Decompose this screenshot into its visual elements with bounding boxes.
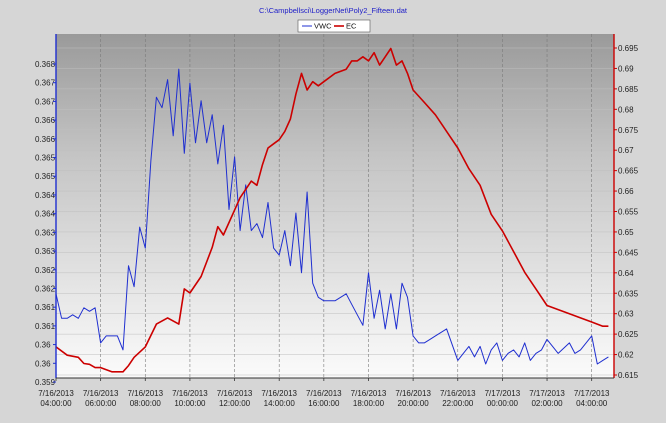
- x-tick-label-date: 7/16/2013: [306, 389, 342, 398]
- y-right-tick-label: 0.655: [618, 208, 639, 217]
- x-tick-label-date: 7/17/2013: [529, 389, 565, 398]
- x-tick-label-time: 18:00:00: [353, 399, 385, 408]
- x-tick-label-time: 20:00:00: [398, 399, 430, 408]
- plot-background: [56, 34, 614, 378]
- chart-title: C:\Campbellsci\LoggerNet\Poly2_Fifteen.d…: [259, 6, 408, 15]
- y-right-tick-label: 0.635: [618, 289, 639, 298]
- y-left-ticks: 0.368 0.367 0.367 0.366 0.366 0.365 0.365 0.364…: [35, 60, 56, 387]
- x-tick-label-date: 7/16/2013: [395, 389, 431, 398]
- y-left-tick-label: 0.362: [35, 266, 56, 275]
- x-tick-label-date: 7/16/2013: [217, 389, 253, 398]
- x-tick-label-time: 10:00:00: [174, 399, 206, 408]
- y-right-tick-label: 0.65: [618, 228, 634, 237]
- y-left-tick-label: 0.367: [35, 97, 56, 106]
- series-line-ec: [55, 47, 609, 373]
- series: [55, 47, 609, 373]
- y-right-tick-label: 0.62: [618, 351, 634, 360]
- x-tick-label-time: 06:00:00: [85, 399, 117, 408]
- y-right-tick-label: 0.625: [618, 330, 639, 339]
- x-tick-label-time: 12:00:00: [219, 399, 251, 408]
- y-right-tick-label: 0.68: [618, 105, 634, 114]
- y-left-tick-label: 0.36: [35, 359, 51, 368]
- y-left-tick-label: 0.359: [35, 378, 56, 387]
- y-left-tick-label: 0.368: [35, 60, 56, 69]
- y-right-tick-label: 0.67: [618, 146, 634, 155]
- x-tick-label-date: 7/16/2013: [261, 389, 297, 398]
- x-tick-label-time: 04:00:00: [576, 399, 608, 408]
- x-tick-label-time: 02:00:00: [531, 399, 563, 408]
- y-left-tick-label: 0.36: [35, 341, 51, 350]
- x-tick-label-date: 7/16/2013: [38, 389, 74, 398]
- x-tick-label-date: 7/16/2013: [172, 389, 208, 398]
- x-tick-label-date: 7/17/2013: [485, 389, 521, 398]
- y-right-tick-label: 0.645: [618, 248, 639, 257]
- x-tick-label-date: 7/16/2013: [351, 389, 387, 398]
- y-left-tick-label: 0.363: [35, 228, 56, 237]
- x-tick-label-date: 7/16/2013: [83, 389, 119, 398]
- y-right-tick-label: 0.665: [618, 167, 639, 176]
- y-left-tick-label: 0.362: [35, 284, 56, 293]
- y-right-tick-label: 0.695: [618, 44, 639, 53]
- series-line-vwc: [55, 68, 609, 365]
- legend-label-vwc: VWC: [314, 22, 332, 31]
- y-right-tick-label: 0.69: [618, 64, 634, 73]
- grid: [55, 34, 614, 378]
- legend-label-ec: EC: [346, 22, 357, 31]
- y-left-tick-label: 0.363: [35, 247, 56, 256]
- y-right-tick-label: 0.66: [618, 187, 634, 196]
- y-left-tick-label: 0.366: [35, 135, 56, 144]
- y-right-tick-label: 0.64: [618, 269, 634, 278]
- x-tick-label-time: 16:00:00: [308, 399, 340, 408]
- y-left-tick-label: 0.365: [35, 154, 56, 163]
- x-tick-label-date: 7/16/2013: [440, 389, 476, 398]
- x-tick-label-date: 7/17/2013: [574, 389, 610, 398]
- y-left-tick-label: 0.364: [35, 210, 56, 219]
- y-left-tick-label: 0.367: [35, 79, 56, 88]
- y-right-tick-label: 0.675: [618, 126, 639, 135]
- y-left-tick-label: 0.364: [35, 191, 56, 200]
- legend: VWC EC: [297, 19, 371, 33]
- x-tick-label-time: 04:00:00: [40, 399, 72, 408]
- y-left-tick-label: 0.365: [35, 172, 56, 181]
- y-left-tick-label: 0.361: [35, 322, 56, 331]
- y-left-tick-label: 0.366: [35, 116, 56, 125]
- y-right-tick-label: 0.63: [618, 310, 634, 319]
- x-tick-label-time: 08:00:00: [130, 399, 162, 408]
- x-tick-label-time: 14:00:00: [264, 399, 296, 408]
- x-tick-label-time: 22:00:00: [442, 399, 474, 408]
- x-ticks: 7/16/201304:00:007/16/201306:00:007/16/2…: [38, 378, 610, 408]
- x-tick-label-date: 7/16/2013: [127, 389, 163, 398]
- y-right-tick-label: 0.615: [618, 371, 639, 380]
- y-right-tick-label: 0.685: [618, 85, 639, 94]
- x-tick-label-time: 00:00:00: [487, 399, 519, 408]
- y-right-ticks: 0.695 0.69 0.685 0.68 0.675 0.67 0.665 0.66 0.65…: [614, 44, 639, 380]
- y-left-tick-label: 0.361: [35, 303, 56, 312]
